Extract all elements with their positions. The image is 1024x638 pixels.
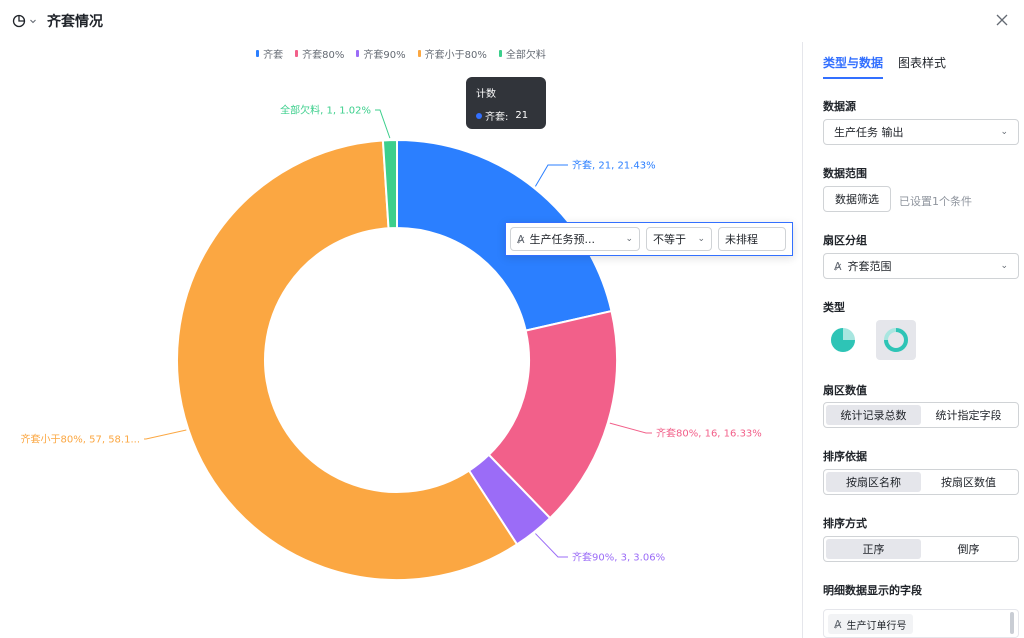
legend-swatch (295, 50, 299, 57)
tooltip-value: 21 (515, 110, 529, 121)
detail-field-tag[interactable]: A̷ 生产订单行号 (828, 614, 913, 634)
legend-item[interactable]: 全部欠料 (498, 46, 546, 61)
value-mode-field[interactable]: 统计指定字段 (935, 409, 1002, 422)
chart-area: 齐套 齐套80% 齐套90% 齐套小于80% 全部欠料 齐套, 21, 21.43% 齐套… (0, 42, 802, 638)
sort-order-label: 排序方式 (823, 517, 867, 530)
slice-data-label: 全部欠料, 1, 1.02% (280, 104, 371, 117)
sort-by-value[interactable]: 按扇区数值 (941, 476, 996, 489)
filter-value-text: 未排程 (725, 233, 758, 246)
tab-type-and-data[interactable]: 类型与数据 (823, 54, 884, 79)
slice-leader-line (534, 164, 568, 187)
tooltip-series-name: 齐套: (485, 112, 509, 123)
sort-order-segment: 正序 倒序 (823, 536, 1019, 562)
group-field-value: 齐套范围 (847, 260, 892, 273)
chart-type-switcher[interactable] (12, 12, 42, 30)
slice-data-label: 齐套90%, 3, 3.06% (572, 551, 665, 564)
legend-item[interactable]: 齐套80% (295, 46, 344, 61)
value-mode-label: 扇区数值 (823, 384, 867, 397)
legend-item[interactable]: 齐套90% (356, 46, 406, 61)
sort-by-label: 排序依据 (823, 450, 867, 463)
chevron-down-icon: ⌄ (1000, 261, 1008, 271)
sort-by-segment: 按扇区名称 按扇区数值 (823, 469, 1019, 495)
detail-field-label: 生产订单行号 (846, 620, 907, 632)
legend-swatch (417, 50, 421, 57)
detail-fields-label: 明细数据显示的字段 (823, 584, 922, 597)
slice-leader-line (375, 109, 391, 139)
filter-field-select[interactable]: A̷ 生产任务预... ⌄ (510, 227, 640, 251)
scrollbar[interactable] (1010, 612, 1014, 634)
legend-label: 全部欠料 (505, 50, 546, 61)
tooltip-series-dot (476, 112, 482, 119)
pie-type-option[interactable] (823, 320, 863, 360)
donut-slice[interactable] (396, 138, 613, 332)
legend-swatch (356, 50, 360, 57)
sort-ascending[interactable]: 正序 (826, 539, 921, 559)
legend-label: 齐套90% (363, 50, 406, 61)
close-icon[interactable] (994, 12, 1010, 28)
tooltip-row: 齐套: 21 (476, 108, 536, 123)
slice-data-label: 齐套80%, 16, 16.33% (656, 427, 762, 440)
chevron-down-icon: ⌄ (1000, 127, 1008, 137)
slice-leader-line (144, 429, 187, 440)
legend-swatch (256, 50, 260, 57)
filter-value-input[interactable]: 未排程 (718, 227, 786, 251)
data-source-label: 数据源 (823, 100, 856, 113)
settings-panel: 类型与数据 图表样式 数据源 生产任务 输出 ⌄ 数据范围 数据筛选 已设置1个… (802, 42, 1024, 638)
slice-data-label: 齐套, 21, 21.43% (572, 159, 656, 172)
chart-legend: 齐套 齐套80% 齐套90% 齐套小于80% 全部欠料 (0, 46, 802, 61)
tab-chart-style[interactable]: 图表样式 (898, 56, 947, 70)
text-field-icon: A̷ (834, 617, 842, 631)
pie-chart-icon (12, 14, 26, 28)
legend-label: 齐套 (263, 50, 284, 61)
data-source-select[interactable]: 生产任务 输出 ⌄ (823, 119, 1019, 145)
data-range-label: 数据范围 (823, 167, 867, 180)
slice-leader-line (535, 533, 568, 558)
legend-swatch (498, 50, 502, 57)
filter-field-value: 生产任务预... (529, 233, 596, 246)
panel-tabs: 类型与数据 图表样式 (823, 54, 946, 79)
filter-operator-select[interactable]: 不等于 ⌄ (646, 227, 712, 251)
chevron-down-icon (30, 19, 36, 24)
pie-type-icon (831, 328, 855, 352)
donut-slice[interactable] (176, 139, 519, 581)
legend-label: 齐套80% (302, 50, 345, 61)
slice-data-label: 齐套小于80%, 57, 58.1... (21, 433, 140, 446)
data-filter-button[interactable]: 数据筛选 (823, 186, 891, 212)
text-field-icon: A̷ (834, 259, 842, 273)
legend-item[interactable]: 齐套小于80% (417, 46, 487, 61)
type-label: 类型 (823, 301, 845, 314)
sort-by-name[interactable]: 按扇区名称 (826, 472, 921, 492)
slice-leader-line (609, 422, 652, 434)
legend-item[interactable]: 齐套 (256, 46, 283, 61)
donut-type-option[interactable] (876, 320, 916, 360)
group-field-select[interactable]: A̷ 齐套范围 ⌄ (823, 253, 1019, 279)
sort-descending[interactable]: 倒序 (957, 543, 980, 556)
data-range-hint: 已设置1个条件 (899, 195, 972, 208)
filter-operator-value: 不等于 (653, 233, 686, 246)
dialog-header: 齐套情况 (0, 0, 1024, 42)
chart-tooltip: 计数 齐套: 21 (466, 77, 546, 129)
tooltip-title: 计数 (476, 89, 496, 100)
data-source-value: 生产任务 输出 (834, 126, 904, 139)
page-title: 齐套情况 (47, 14, 103, 30)
group-label: 扇区分组 (823, 234, 867, 247)
donut-type-icon (884, 328, 908, 352)
chevron-down-icon: ⌄ (697, 234, 705, 244)
value-mode-segment: 统计记录总数 统计指定字段 (823, 402, 1019, 428)
filter-condition-bar: A̷ 生产任务预... ⌄ 不等于 ⌄ 未排程 (505, 222, 793, 256)
donut-slice[interactable] (381, 138, 398, 230)
legend-label: 齐套小于80% (424, 50, 487, 61)
chevron-down-icon: ⌄ (625, 234, 633, 244)
detail-fields-list[interactable]: A̷ 生产订单行号 (823, 609, 1019, 638)
donut-chart: 齐套, 21, 21.43% 齐套80%, 16, 16.33% 齐套90%, 3,… (21, 104, 762, 581)
value-mode-count[interactable]: 统计记录总数 (826, 405, 921, 425)
text-field-icon: A̷ (517, 232, 525, 246)
